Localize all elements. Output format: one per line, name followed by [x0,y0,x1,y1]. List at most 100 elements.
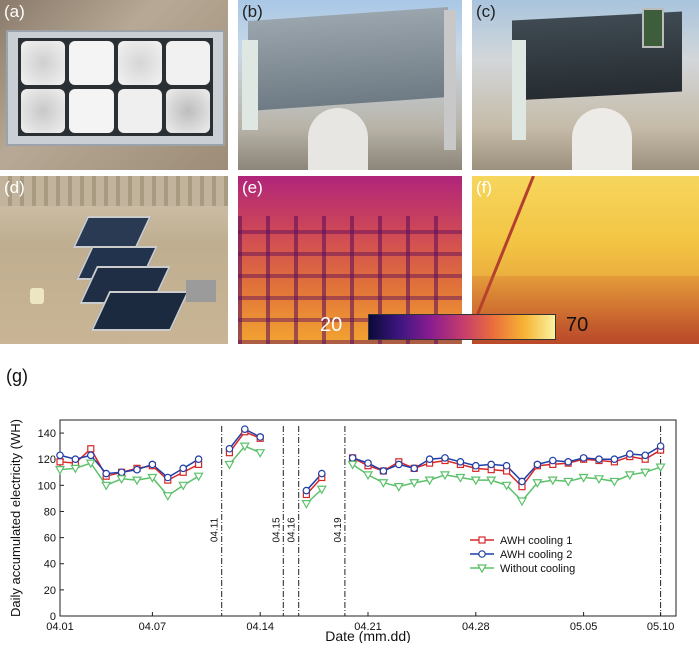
data-point-triangle [316,485,327,495]
data-point-triangle [131,476,143,486]
photo-d-rooftop-setup: (d) [0,176,228,344]
panel-label-c: (c) [476,2,496,21]
photo-c-module-underside: (c) [472,0,699,170]
data-point-circle [302,486,311,495]
legend-label: AWH cooling 1 [500,535,572,547]
data-point-triangle [578,473,589,483]
x-tick-label: 04.07 [139,621,167,633]
series-line [59,447,199,482]
data-point-triangle [409,479,420,488]
series-line [59,454,199,479]
data-point-circle [548,456,557,465]
data-point-circle [364,459,372,467]
data-point-triangle [532,479,543,488]
x-tick-label: 05.05 [570,621,598,633]
data-point-circle [148,460,157,469]
data-point-triangle [516,497,528,507]
data-point-circle [179,464,188,473]
data-point-circle [579,454,588,462]
data-point-triangle [54,466,66,475]
data-point-circle [87,451,95,460]
panel-label-f: (f) [476,178,493,197]
data-point-circle [379,467,388,475]
x-tick-label: 04.01 [46,621,74,633]
data-point-circle [471,461,480,470]
data-point-triangle [116,475,127,485]
y-tick-label: 0 [50,611,56,623]
data-point-circle [348,454,357,462]
data-point-circle [56,451,64,460]
data-point-triangle [393,483,404,492]
legend-label: AWH cooling 2 [500,549,572,561]
data-point-circle [487,460,496,469]
data-point-triangle [147,473,158,483]
colorbar-gradient [368,314,556,340]
chart-g-electricity: (g) 0 20 40 60 80 100 120 140 04.01 04.07 04.14 04.… [0,360,699,648]
data-point-triangle [101,481,112,491]
data-point-circle [595,455,603,464]
date-gap-label: 04.16 [287,517,298,542]
data-point-circle [102,469,111,478]
data-point-circle [656,442,665,450]
data-point-triangle [640,468,651,478]
data-point-circle [425,455,434,464]
data-point-triangle [224,460,235,470]
data-point-circle [164,473,172,482]
panel-label-a: (a) [4,2,25,21]
data-point-triangle [424,476,435,486]
data-point-triangle [609,477,620,487]
data-point-triangle [439,471,451,481]
date-gap-label: 04.15 [271,517,282,542]
data-point-circle [410,464,419,473]
data-point-triangle [239,442,250,452]
data-point-triangle [655,463,666,473]
y-axis-title: Daily accumulated electricity (WH) [8,419,23,617]
data-point-circle [610,455,619,464]
data-point-circle [518,477,526,486]
data-point-triangle [347,460,358,470]
y-tick-label: 140 [38,428,56,440]
x-tick-label: 04.28 [462,621,490,633]
panel-label-e: (e) [242,178,263,197]
date-gap-label: 04.19 [333,517,344,542]
photo-a-sorbent-frame: (a) [0,0,228,170]
x-tick-label: 04.14 [246,621,274,633]
date-gap-label: 04.11 [210,517,221,542]
data-point-circle [225,444,234,453]
colorbar-min-label: 20 [320,314,343,336]
data-point-circle [241,425,249,433]
y-tick-label: 60 [44,533,56,545]
data-point-square [478,536,486,544]
data-point-circle [256,433,265,441]
y-tick-label: 20 [44,585,56,597]
data-point-triangle [162,492,173,501]
data-point-triangle [301,500,312,509]
data-point-triangle [470,476,481,486]
data-point-circle [502,461,511,470]
y-tick-label: 120 [38,454,56,466]
colorbar-max-label: 70 [566,314,589,336]
panel-label-g: (g) [6,366,28,386]
data-point-circle [625,450,634,458]
data-point-circle [441,454,449,462]
data-point-triangle [85,459,96,469]
legend-label: Without cooling [500,563,575,575]
data-point-triangle [178,481,189,491]
data-point-circle [564,458,573,466]
data-point-circle [117,468,126,477]
panel-label-d: (d) [4,178,25,197]
chart-svg: (g) 0 20 40 60 80 100 120 140 04.01 04.07 04.14 04.… [6,366,677,644]
data-point-circle [456,458,465,466]
data-point-circle [533,460,542,469]
data-point-triangle [501,481,512,491]
data-point-circle [641,451,650,460]
y-tick-label: 100 [38,480,56,492]
photo-b-module-underside: (b) [238,0,462,170]
x-tick-label: 05.10 [647,621,675,633]
data-point-triangle [486,476,497,486]
data-point-triangle [378,479,389,488]
plot-frame [59,419,677,617]
thermal-colorbar: 20 70 [318,312,618,342]
data-point-circle [478,550,486,558]
data-point-circle [317,469,326,478]
